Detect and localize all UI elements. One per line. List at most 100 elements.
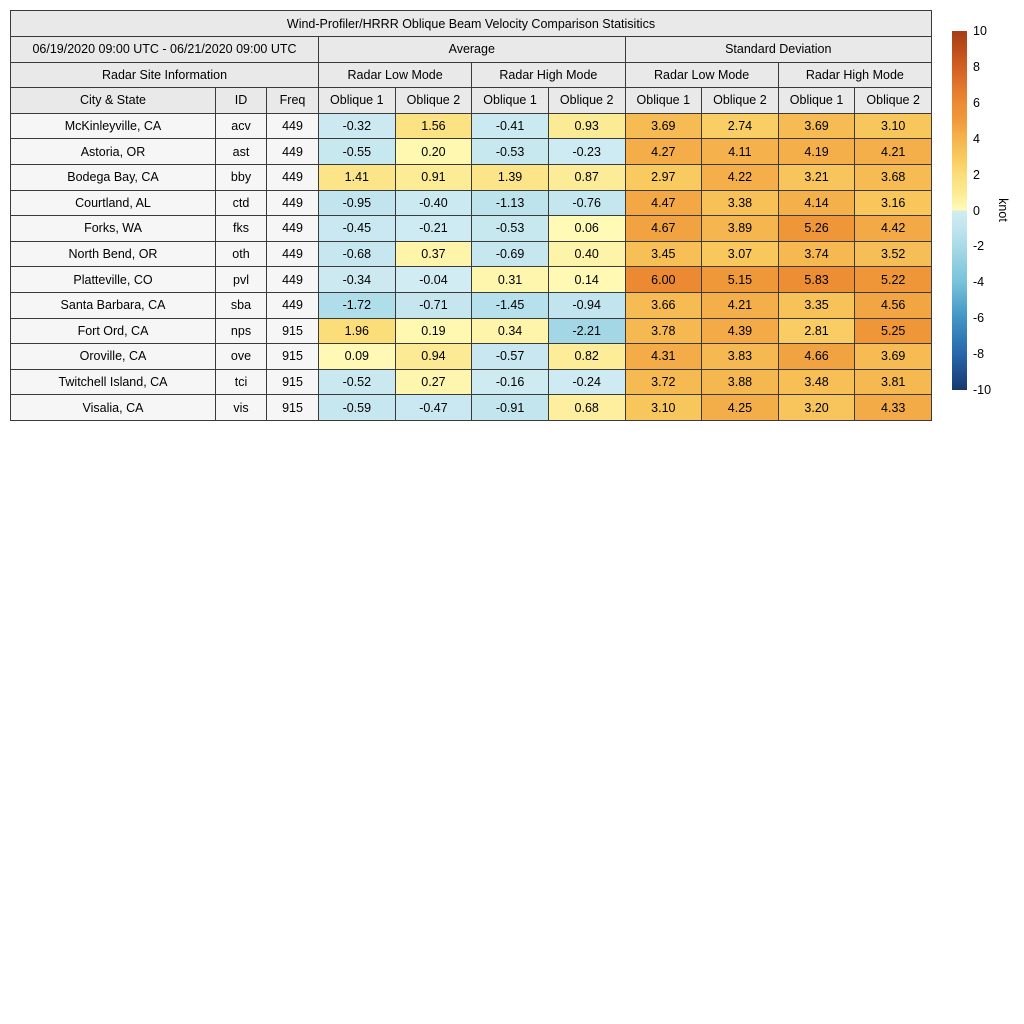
col-header-oblique: Oblique 2	[854, 87, 932, 114]
value-cell: -0.55	[318, 138, 396, 165]
value-cell: -0.76	[547, 189, 626, 217]
col-header-id: ID	[215, 87, 267, 114]
value-cell: 4.21	[701, 291, 779, 319]
value-cell: 4.25	[701, 394, 779, 421]
value-cell: -1.45	[471, 291, 549, 319]
value-cell: 0.94	[394, 343, 473, 370]
value-cell: 4.27	[624, 138, 703, 165]
value-cell: 3.10	[854, 112, 932, 140]
value-cell: 3.35	[777, 291, 856, 319]
city-cell: North Bend, OR	[10, 240, 216, 268]
table-row: Oroville, CA ove 915 0.09 0.94 -0.57 0.8…	[10, 343, 932, 370]
value-cell: 0.14	[547, 266, 626, 293]
value-cell: 3.81	[854, 368, 932, 396]
city-cell: Fort Ord, CA	[10, 317, 216, 345]
value-cell: 5.26	[777, 215, 856, 242]
col-header-oblique: Oblique 1	[318, 87, 396, 114]
value-cell: -0.24	[547, 368, 626, 396]
value-cell: 2.74	[701, 112, 779, 140]
value-cell: -0.59	[318, 394, 396, 421]
freq-cell: 915	[266, 343, 319, 370]
value-cell: 1.41	[318, 163, 396, 191]
value-cell: 0.20	[394, 138, 473, 165]
col-header-oblique: Oblique 1	[471, 87, 549, 114]
colorbar-tick-label: 2	[973, 167, 980, 182]
colorbar-tick-label: -8	[973, 346, 985, 361]
city-cell: McKinleyville, CA	[10, 112, 216, 140]
freq-cell: 915	[266, 368, 319, 396]
site-id-cell: sba	[215, 291, 267, 319]
value-cell: -0.23	[547, 138, 626, 165]
colorbar-tick-label: 0	[973, 203, 980, 218]
value-cell: 3.89	[701, 215, 779, 242]
site-id-cell: nps	[215, 317, 267, 345]
freq-cell: 449	[266, 163, 319, 191]
value-cell: 0.82	[547, 343, 626, 370]
table-row: North Bend, OR oth 449 -0.68 0.37 -0.69 …	[10, 240, 932, 268]
mode-header-std-low: Radar Low Mode	[624, 61, 779, 89]
group-header-row: 06/19/2020 09:00 UTC - 06/21/2020 09:00 …	[10, 36, 932, 63]
value-cell: 0.27	[394, 368, 473, 396]
value-cell: 3.69	[624, 112, 703, 140]
value-cell: -0.91	[471, 394, 549, 421]
table-row: Astoria, OR ast 449 -0.55 0.20 -0.53 -0.…	[10, 138, 932, 165]
value-cell: -0.95	[318, 189, 396, 217]
table-row: McKinleyville, CA acv 449 -0.32 1.56 -0.…	[10, 112, 932, 140]
value-cell: -1.13	[471, 189, 549, 217]
value-cell: -0.57	[471, 343, 549, 370]
col-header-oblique: Oblique 2	[701, 87, 779, 114]
value-cell: 4.56	[854, 291, 932, 319]
table-row: Courtland, AL ctd 449 -0.95 -0.40 -1.13 …	[10, 189, 932, 217]
site-id-cell: ast	[215, 138, 267, 165]
value-cell: 3.83	[701, 343, 779, 370]
value-cell: 3.69	[854, 343, 932, 370]
value-cell: -0.52	[318, 368, 396, 396]
freq-cell: 449	[266, 266, 319, 293]
site-id-cell: oth	[215, 240, 267, 268]
colorbar-tick-label: -4	[973, 275, 985, 290]
value-cell: 4.33	[854, 394, 932, 421]
city-cell: Platteville, CO	[10, 266, 216, 293]
city-cell: Forks, WA	[10, 215, 216, 242]
group-header-average: Average	[318, 36, 626, 63]
site-id-cell: pvl	[215, 266, 267, 293]
value-cell: 0.09	[318, 343, 396, 370]
date-range: 06/19/2020 09:00 UTC - 06/21/2020 09:00 …	[10, 36, 319, 63]
title-row: Wind-Profiler/HRRR Oblique Beam Velocity…	[10, 10, 932, 37]
city-cell: Courtland, AL	[10, 189, 216, 217]
freq-cell: 449	[266, 112, 319, 140]
value-cell: 0.40	[547, 240, 626, 268]
value-cell: -0.71	[394, 291, 473, 319]
value-cell: 4.11	[701, 138, 779, 165]
value-cell: -2.21	[547, 317, 626, 345]
value-cell: 0.19	[394, 317, 473, 345]
value-cell: 4.66	[777, 343, 856, 370]
value-cell: 5.25	[854, 317, 932, 345]
col-header-oblique: Oblique 2	[547, 87, 626, 114]
value-cell: -0.53	[471, 138, 549, 165]
value-cell: 3.88	[701, 368, 779, 396]
value-cell: -0.53	[471, 215, 549, 242]
city-cell: Bodega Bay, CA	[10, 163, 216, 191]
colorbar-axis-label: knot	[996, 198, 1010, 222]
value-cell: 4.22	[701, 163, 779, 191]
table-row: Forks, WA fks 449 -0.45 -0.21 -0.53 0.06…	[10, 215, 932, 242]
value-cell: -0.21	[394, 215, 473, 242]
col-header-oblique: Oblique 1	[624, 87, 703, 114]
value-cell: 4.47	[624, 189, 703, 217]
value-cell: -0.68	[318, 240, 396, 268]
col-header-oblique: Oblique 1	[777, 87, 856, 114]
freq-cell: 449	[266, 138, 319, 165]
table-row: Twitchell Island, CA tci 915 -0.52 0.27 …	[10, 368, 932, 396]
value-cell: 0.87	[547, 163, 626, 191]
freq-cell: 449	[266, 240, 319, 268]
value-cell: -0.16	[471, 368, 549, 396]
value-cell: 1.39	[471, 163, 549, 191]
value-cell: 5.15	[701, 266, 779, 293]
value-cell: -0.69	[471, 240, 549, 268]
site-id-cell: acv	[215, 112, 267, 140]
value-cell: 3.16	[854, 189, 932, 217]
site-id-cell: ctd	[215, 189, 267, 217]
value-cell: 4.42	[854, 215, 932, 242]
value-cell: 2.97	[624, 163, 703, 191]
